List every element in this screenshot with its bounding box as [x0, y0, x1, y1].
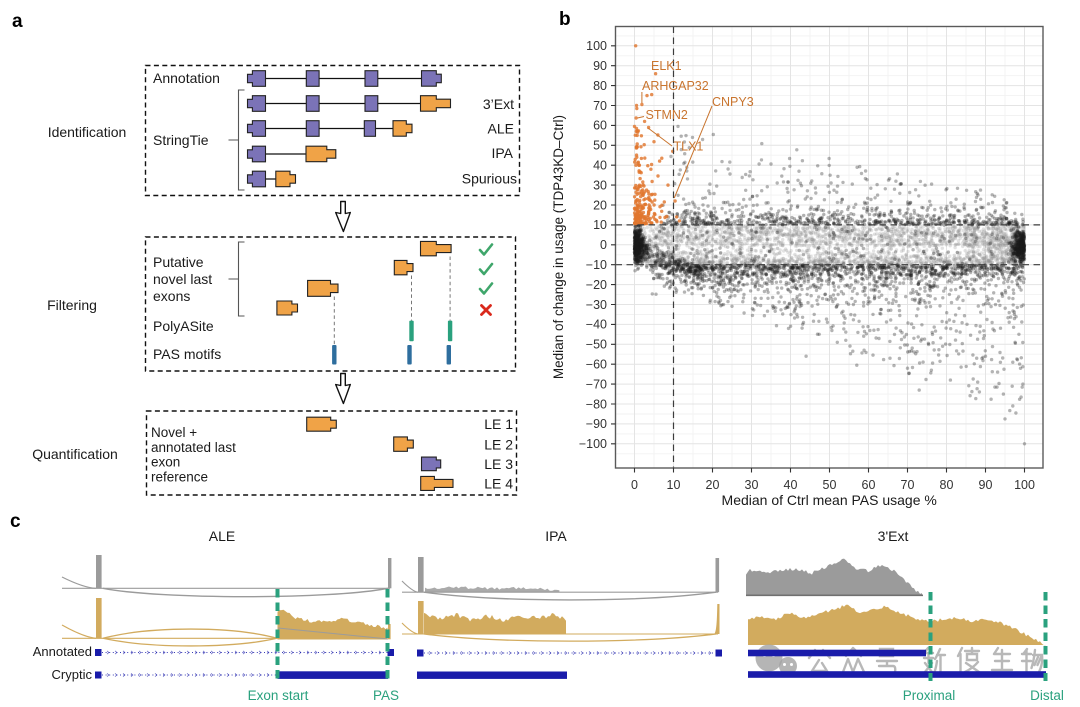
svg-text:annotated last: annotated last: [151, 440, 236, 455]
svg-text:Quantification: Quantification: [32, 446, 118, 462]
svg-text:reference: reference: [151, 469, 208, 484]
svg-text:Novel +: Novel +: [151, 425, 197, 440]
svg-text:LE 3: LE 3: [484, 456, 513, 472]
svg-text:a: a: [12, 11, 23, 32]
svg-text:exons: exons: [153, 288, 190, 304]
svg-text:Filtering: Filtering: [47, 297, 97, 313]
svg-text:PAS motifs: PAS motifs: [153, 346, 221, 362]
svg-text:exon: exon: [151, 455, 180, 470]
svg-text:LE 4: LE 4: [484, 476, 513, 492]
svg-text:Spurious: Spurious: [462, 171, 517, 187]
svg-text:novel last: novel last: [153, 271, 212, 287]
svg-text:Annotation: Annotation: [153, 70, 220, 86]
svg-text:c: c: [10, 511, 21, 532]
svg-text:LE 1: LE 1: [484, 416, 513, 432]
svg-text:StringTie: StringTie: [153, 132, 209, 148]
svg-text:ALE: ALE: [488, 121, 514, 137]
svg-text:Putative: Putative: [153, 254, 204, 270]
svg-text:PolyASite: PolyASite: [153, 318, 214, 334]
svg-text:Identification: Identification: [48, 124, 127, 140]
svg-text:b: b: [559, 9, 571, 30]
svg-text:LE 2: LE 2: [484, 437, 513, 453]
svg-text:3’Ext: 3’Ext: [483, 96, 514, 112]
svg-text:IPA: IPA: [491, 145, 513, 161]
